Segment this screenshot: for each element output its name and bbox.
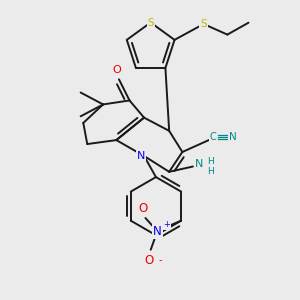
Text: O: O: [138, 202, 147, 215]
Text: N: N: [229, 133, 236, 142]
Text: N: N: [137, 151, 146, 161]
Text: S: S: [200, 19, 207, 29]
Text: -: -: [158, 255, 162, 265]
Text: N: N: [195, 159, 204, 169]
Text: S: S: [147, 17, 154, 28]
Text: H: H: [207, 157, 214, 166]
Text: O: O: [145, 254, 154, 267]
Text: O: O: [112, 65, 121, 75]
Text: C: C: [209, 133, 216, 142]
Text: N: N: [153, 225, 162, 238]
Text: H: H: [207, 167, 214, 176]
Text: +: +: [163, 220, 170, 229]
